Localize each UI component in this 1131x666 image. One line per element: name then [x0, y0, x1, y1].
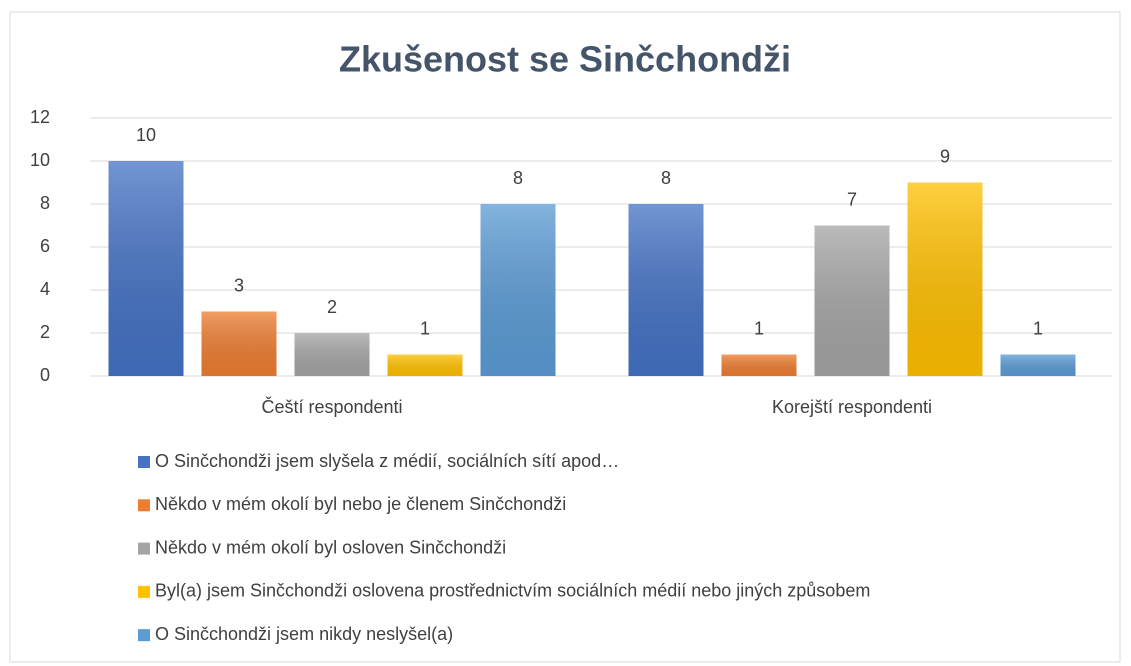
- legend-swatch: [138, 499, 150, 512]
- bar-shade: [721, 354, 797, 376]
- data-label: 2: [327, 297, 337, 317]
- bar-shade: [1000, 354, 1076, 376]
- data-label: 8: [513, 168, 523, 188]
- y-tick-label: 10: [30, 150, 50, 170]
- bar-shade: [294, 333, 370, 376]
- legend-label: Někdo v mém okolí byl osloven Sinčchondž…: [155, 537, 506, 557]
- legend-label: O Sinčchondži jsem slyšela z médií, soci…: [155, 451, 619, 471]
- legend-swatch: [138, 629, 150, 642]
- y-tick-label: 0: [40, 365, 50, 385]
- data-label: 9: [940, 146, 950, 166]
- y-tick-label: 2: [40, 322, 50, 342]
- y-tick-label: 12: [30, 107, 50, 127]
- legend-label: Někdo v mém okolí byl nebo je členem Sin…: [155, 494, 566, 514]
- legend-swatch: [138, 585, 150, 598]
- legend-swatch: [138, 456, 150, 468]
- x-tick-label: Korejští respondenti: [772, 397, 932, 417]
- data-label: 1: [1033, 318, 1043, 338]
- legend-label: O Sinčchondži jsem nikdy neslyšel(a): [155, 624, 453, 644]
- bar-shade: [907, 182, 983, 376]
- chart-title: Zkušenost se Sinčchondži: [339, 39, 791, 80]
- data-label: 7: [847, 189, 857, 209]
- data-label: 1: [754, 318, 764, 338]
- data-label: 8: [661, 168, 671, 188]
- bar-shade: [387, 354, 463, 376]
- y-tick-label: 4: [40, 279, 50, 299]
- legend-swatch: [138, 542, 150, 555]
- y-tick-label: 6: [40, 236, 50, 256]
- bar-shade: [108, 161, 184, 376]
- legend-label: Byl(a) jsem Sinčchondži oslovena prostře…: [155, 581, 870, 601]
- y-tick-label: 8: [40, 193, 50, 213]
- data-label: 3: [234, 275, 244, 295]
- bar-shade: [201, 311, 277, 376]
- data-label: 1: [420, 318, 430, 338]
- bar-shade: [628, 204, 704, 376]
- bar-shade: [480, 204, 556, 376]
- x-tick-label: Čeští respondenti: [261, 396, 402, 417]
- data-label: 10: [136, 125, 156, 145]
- bar-shade: [814, 225, 890, 376]
